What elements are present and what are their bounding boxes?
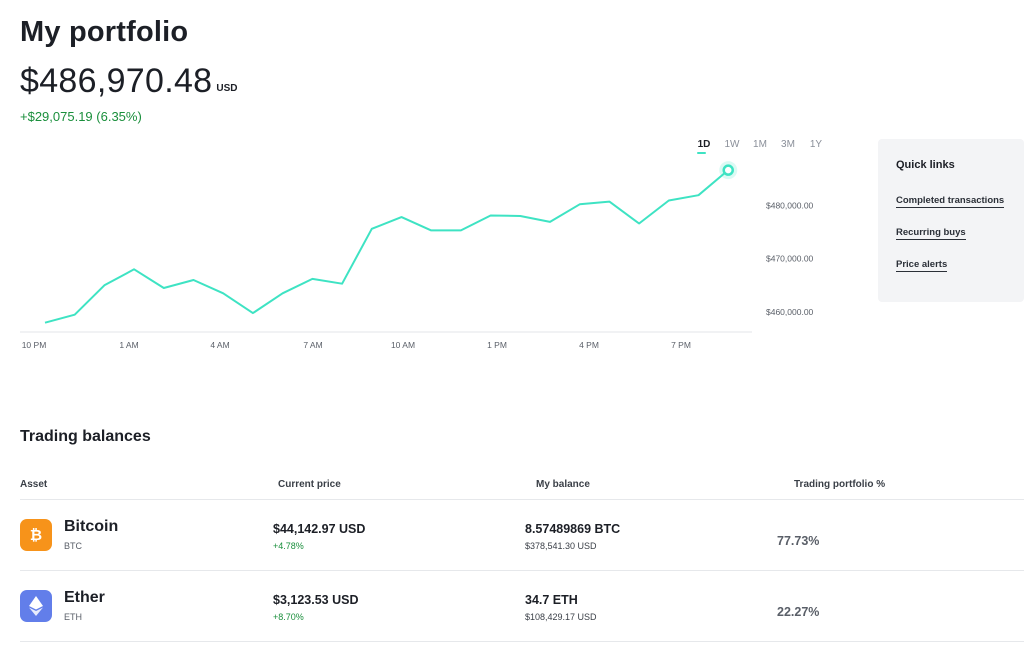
trading-balances-table: Asset Current price My balance Trading p… <box>20 470 1024 642</box>
total-currency: USD <box>216 83 238 94</box>
portfolio-percent: 77.73% <box>777 534 820 548</box>
bitcoin-icon: ₿ <box>20 519 52 551</box>
balance-usd: $108,429.17 USD <box>525 612 597 622</box>
quick-links-title: Quick links <box>896 159 955 171</box>
current-point-marker <box>722 164 734 176</box>
balance-usd: $378,541.30 USD <box>525 541 597 551</box>
y-tick-label: $470,000.00 <box>766 254 814 264</box>
completed-transactions-link[interactable]: Completed transactions <box>896 195 1005 208</box>
range-1m[interactable]: 1M <box>753 139 767 150</box>
table-header: Asset Current price My balance Trading p… <box>20 470 1024 500</box>
trading-balances-title: Trading balances <box>20 428 151 445</box>
price-change: +4.78% <box>273 541 304 551</box>
ether-icon <box>20 590 52 622</box>
time-range-selector: 1D 1W 1M 3M 1Y <box>690 139 830 154</box>
range-1d[interactable]: 1D <box>690 139 718 154</box>
my-balance: 34.7 ETH <box>525 593 578 607</box>
x-tick-label: 7 AM <box>303 340 322 350</box>
recurring-buys-link[interactable]: Recurring buys <box>896 227 966 240</box>
header-asset[interactable]: Asset <box>20 479 48 490</box>
asset-name: Bitcoin <box>64 518 119 535</box>
series-line <box>44 169 729 324</box>
x-tick-label: 4 PM <box>579 340 599 350</box>
x-tick-label: 4 AM <box>210 340 229 350</box>
header-portfolio-pct[interactable]: Trading portfolio % <box>794 479 886 490</box>
table-row[interactable]: Ether ETH $3,123.53 USD +8.70% 34.7 ETH … <box>20 571 1024 642</box>
x-tick-label: 1 AM <box>119 340 138 350</box>
portfolio-percent: 22.27% <box>777 605 820 619</box>
y-tick-label: $480,000.00 <box>766 200 814 210</box>
svg-text:₿: ₿ <box>30 526 42 544</box>
price-alerts-link[interactable]: Price alerts <box>896 259 948 272</box>
range-3m[interactable]: 3M <box>781 139 795 150</box>
quick-links-list: Completed transactions Recurring buys Pr… <box>896 195 1006 291</box>
range-1y[interactable]: 1Y <box>809 139 823 150</box>
current-price: $3,123.53 USD <box>273 593 359 607</box>
header-current-price[interactable]: Current price <box>278 479 341 490</box>
quick-links-panel: Quick links Completed transactions Recur… <box>878 139 1024 302</box>
x-tick-label: 7 PM <box>671 340 691 350</box>
x-tick-label: 10 PM <box>22 340 47 350</box>
asset-name: Ether <box>64 589 105 606</box>
price-change: +8.70% <box>273 612 304 622</box>
x-tick-label: 10 AM <box>391 340 415 350</box>
portfolio-total: $486,970.48 USD <box>20 60 238 102</box>
header-my-balance[interactable]: My balance <box>536 479 590 490</box>
range-1w[interactable]: 1W <box>724 139 740 150</box>
total-value: $486,970.48 <box>20 62 213 100</box>
x-tick-label: 1 PM <box>487 340 507 350</box>
portfolio-chart[interactable]: $480,000.00 $470,000.00 $460,000.00 10 PM 1 … <box>0 150 830 365</box>
asset-symbol: ETH <box>64 612 82 622</box>
asset-symbol: BTC <box>64 541 82 551</box>
my-balance: 8.57489869 BTC <box>525 522 621 536</box>
current-price: $44,142.97 USD <box>273 522 366 536</box>
table-row[interactable]: ₿ Bitcoin BTC $44,142.97 USD +4.78% 8.57… <box>20 500 1024 571</box>
y-tick-label: $460,000.00 <box>766 307 814 317</box>
page-title: My portfolio <box>20 16 189 48</box>
portfolio-change: +$29,075.19 (6.35%) <box>20 109 142 124</box>
